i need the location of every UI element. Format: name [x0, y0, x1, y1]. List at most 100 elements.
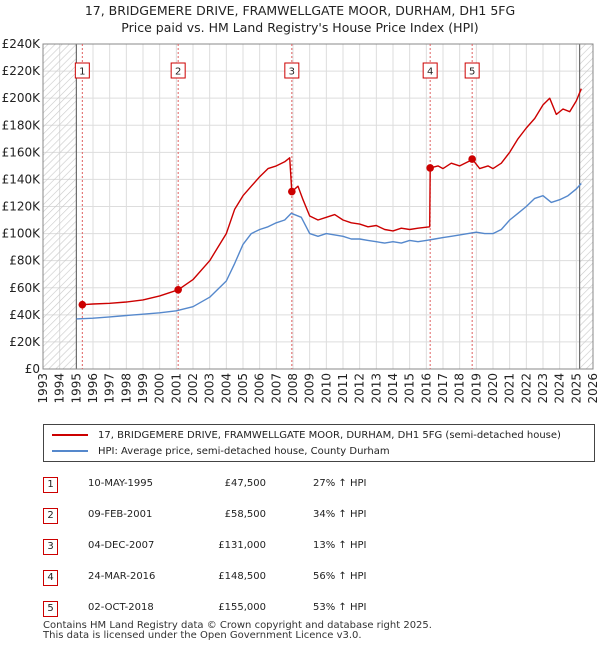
x-tick-label: 2008: [286, 373, 300, 404]
x-tick-label: 2010: [319, 373, 333, 404]
sale-marker-box: [422, 62, 438, 79]
x-tick-label: 2017: [436, 373, 450, 404]
footer-line-2: This data is licensed under the Open Gov…: [43, 630, 362, 641]
y-tick-label: £240K: [2, 37, 42, 51]
x-tick-label: 2002: [186, 373, 200, 404]
x-tick-label: 2009: [303, 373, 317, 404]
x-tick-label: 2004: [219, 373, 233, 404]
x-tick-label: 2016: [419, 373, 433, 404]
row-date: 09-FEB-2001: [88, 509, 153, 520]
x-tick-label: 2023: [536, 373, 550, 404]
sale-point: [468, 155, 476, 163]
sale-marker-label: 4: [427, 67, 433, 78]
table-row: 5 02-OCT-2018 £155,000 53% ↑ HPI: [0, 594, 600, 624]
sale-marker-box: [74, 62, 90, 79]
x-tick-label: 2001: [169, 373, 183, 404]
sale-marker-label: 5: [469, 67, 475, 78]
sale-marker-box: [284, 62, 300, 79]
row-date: 24-MAR-2016: [88, 571, 156, 582]
legend: 17, BRIDGEMERE DRIVE, FRAMWELLGATE MOOR,…: [43, 424, 595, 462]
sale-point: [426, 164, 434, 172]
x-tick-label: 2024: [553, 373, 567, 404]
row-number-badge: 2: [43, 508, 58, 524]
row-price: £131,000: [218, 540, 266, 551]
sale-marker-label: 1: [79, 67, 85, 78]
x-tick-label: 1995: [69, 373, 83, 404]
title-line-1: 17, BRIDGEMERE DRIVE, FRAMWELLGATE MOOR,…: [84, 3, 516, 18]
chart-title: 17, BRIDGEMERE DRIVE, FRAMWELLGATE MOOR,…: [0, 2, 600, 36]
row-price: £148,500: [218, 571, 266, 582]
x-tick-label: 1998: [119, 373, 133, 404]
x-tick-label: 2015: [403, 373, 417, 404]
x-tick-label: 1996: [86, 373, 100, 404]
footer-line-1: Contains HM Land Registry data © Crown c…: [43, 620, 432, 631]
table-row: 1 10-MAY-1995 £47,500 27% ↑ HPI: [0, 470, 600, 500]
row-hpi: 27% ↑ HPI: [313, 478, 367, 489]
y-tick-label: £20K: [9, 335, 41, 349]
x-tick-label: 2014: [386, 373, 400, 404]
table-row: 2 09-FEB-2001 £58,500 34% ↑ HPI: [0, 501, 600, 531]
legend-label-property: 17, BRIDGEMERE DRIVE, FRAMWELLGATE MOOR,…: [98, 429, 561, 441]
x-tick-label: 1999: [136, 373, 150, 404]
x-tick-label: 2006: [253, 373, 267, 404]
legend-label-hpi: HPI: Average price, semi-detached house,…: [98, 445, 390, 457]
sale-marker-label: 2: [175, 67, 181, 78]
y-tick-label: £220K: [2, 64, 42, 78]
y-tick-label: £160K: [2, 145, 42, 159]
x-tick-label: 2019: [469, 373, 483, 404]
sale-point: [288, 187, 296, 196]
x-tick-label: 2022: [519, 373, 533, 404]
sale-marker-box: [464, 62, 480, 79]
x-tick-label: 2021: [503, 373, 517, 404]
row-price: £58,500: [224, 509, 266, 520]
row-hpi: 53% ↑ HPI: [313, 602, 367, 613]
row-number-badge: 1: [43, 477, 58, 493]
table-row: 4 24-MAR-2016 £148,500 56% ↑ HPI: [0, 563, 600, 593]
x-tick-label: 2000: [153, 373, 167, 404]
y-tick-label: £0: [25, 362, 40, 376]
x-tick-label: 2003: [203, 373, 217, 404]
row-number-badge: 5: [43, 601, 58, 617]
row-number-badge: 3: [43, 539, 58, 555]
footer: Contains HM Land Registry data © Crown c…: [43, 621, 432, 641]
row-hpi: 34% ↑ HPI: [313, 509, 367, 520]
x-tick-label: 2026: [586, 373, 600, 404]
hatched-region: [579, 44, 593, 369]
row-number-badge: 4: [43, 570, 58, 586]
x-tick-label: 2011: [336, 373, 350, 404]
property-price-line: [82, 88, 582, 306]
legend-item-hpi: HPI: Average price, semi-detached house,…: [52, 444, 390, 458]
x-tick-label: 2005: [236, 373, 250, 404]
row-date: 04-DEC-2007: [88, 540, 155, 551]
x-tick-label: 2025: [569, 373, 583, 404]
legend-item-property: 17, BRIDGEMERE DRIVE, FRAMWELLGATE MOOR,…: [52, 428, 561, 442]
x-tick-label: 1993: [36, 373, 50, 404]
sale-marker-box: [170, 62, 186, 79]
x-tick-label: 2013: [369, 373, 383, 404]
x-tick-label: 1994: [53, 373, 67, 404]
y-tick-label: £180K: [2, 118, 42, 132]
title-line-2: Price paid vs. HM Land Registry's House …: [121, 20, 479, 35]
y-tick-label: £40K: [9, 308, 41, 322]
y-tick-label: £80K: [9, 254, 41, 268]
row-date: 10-MAY-1995: [88, 478, 154, 489]
x-tick-label: 2018: [453, 373, 467, 404]
row-hpi: 56% ↑ HPI: [313, 571, 367, 582]
sale-marker-label: 3: [289, 67, 295, 78]
x-tick-label: 2007: [269, 373, 283, 404]
row-price: £155,000: [218, 602, 266, 613]
row-price: £47,500: [224, 478, 266, 489]
price-chart: 1 2 3 4 5 £0 £20K £40K £60K £80K £100K £120K £140K £…: [2, 37, 600, 404]
legend-swatch-hpi: [52, 450, 88, 452]
row-date: 02-OCT-2018: [88, 602, 154, 613]
hatched-region: [43, 44, 77, 369]
y-tick-label: £140K: [2, 172, 42, 186]
hpi-line: [76, 183, 582, 320]
y-tick-label: £200K: [2, 91, 42, 105]
legend-swatch-property: [52, 434, 88, 436]
plot-frame: [42, 43, 594, 370]
row-hpi: 13% ↑ HPI: [313, 540, 367, 551]
y-tick-label: £100K: [2, 227, 42, 241]
sale-point: [78, 300, 87, 309]
table-row: 3 04-DEC-2007 £131,000 13% ↑ HPI: [0, 532, 600, 562]
